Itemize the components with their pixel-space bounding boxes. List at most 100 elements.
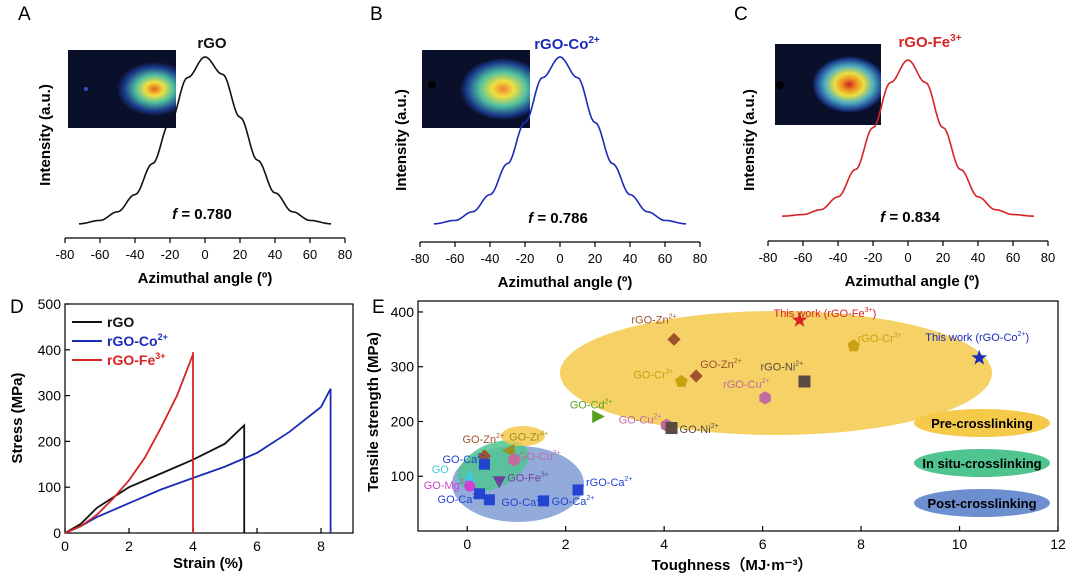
panel-letter-b: B: [370, 4, 383, 25]
x-tick-label: -80: [759, 250, 778, 265]
y-tick-label: 200: [38, 433, 62, 449]
data-point-label-17: GO-Mg2+: [424, 479, 468, 492]
data-point-label-1: This work (rGO-Co2+): [925, 331, 1029, 344]
x-tick-label: 40: [971, 250, 985, 265]
diffraction-pattern-image-c: [775, 44, 881, 125]
region-pre-crosslinking-small: [501, 426, 545, 446]
x-tick-label: 6: [253, 538, 261, 554]
data-point-16: [492, 476, 506, 489]
panel-letter-e: E: [372, 297, 385, 318]
data-point-17: [464, 480, 476, 492]
data-point-13: [478, 458, 490, 470]
stress-strain-line-2: [64, 352, 194, 534]
x-tick-label: -20: [864, 250, 883, 265]
data-point-21: [572, 484, 584, 496]
data-point-label-0: This work (rGO-Fe3+): [774, 307, 877, 320]
data-point-19: [483, 494, 495, 506]
y-axis-label-d: Stress (MPa): [9, 373, 26, 464]
x-tick-label: 60: [658, 251, 672, 266]
data-point-label-12: GO-Zr4+: [509, 431, 548, 444]
data-point-label-5: rGO-Cr3+: [858, 332, 902, 345]
x-tick-label: 60: [303, 247, 317, 262]
panel-c: C -80 -60 -40 -20 0 20 40 60 80 Azimuthal angle …: [734, 4, 1055, 290]
x-tick-label: 60: [1006, 250, 1020, 265]
stress-strain-curves: [64, 352, 332, 534]
data-point-5: [847, 339, 860, 352]
x-tick-label: 80: [693, 251, 707, 266]
x-tick-label: 0: [904, 250, 911, 265]
y-axis-label-b: Intensity (a.u.): [393, 89, 410, 191]
orientation-factor-c: f = 0.834: [880, 209, 940, 226]
beam-stop-c: [776, 81, 784, 89]
x-tick-label: 4: [660, 536, 668, 552]
panel-e: E 0 2 4 6 8 10 12 100 200 300 400 This work (rGO-F…: [365, 297, 1066, 574]
data-point-label-9: GO-Cu2+: [619, 413, 662, 426]
x-tick-label: 0: [61, 538, 69, 554]
scatter-points: This work (rGO-Fe3+) This work (rGO-Co2+)…: [424, 307, 1029, 509]
region-pre-crosslinking: [560, 311, 992, 435]
data-point-label-11: GO-Zn2+: [462, 433, 504, 446]
panel-b: B -80 -60 -40 -20 0 20 40 60 80 Azimuthal angle …: [370, 4, 707, 291]
data-point-label-20: GO-Ca2+: [552, 495, 595, 508]
plot-frame-e: [417, 300, 1059, 532]
x-ticks-a: -80 -60 -40 -20 0 20 40 60 80: [56, 238, 352, 262]
x-tick-label: 2: [562, 536, 570, 552]
x-tick-label: 20: [233, 247, 247, 262]
x-tick-label: 8: [857, 536, 865, 552]
x-ticks-b: -80 -60 -40 -20 0 20 40 60 80: [411, 242, 707, 266]
x-tick-label: -60: [794, 250, 813, 265]
data-point-label-13: GO-Ca2+: [442, 453, 485, 466]
legend-label-2: rGO-Fe3+: [107, 351, 166, 368]
x-tick-label: -40: [481, 251, 500, 266]
x-axis-label-e: Toughness（MJ·m⁻³）: [652, 556, 813, 574]
panel-letter-d: D: [10, 297, 24, 318]
data-point-half-6: [798, 376, 810, 382]
data-point-label-3: GO-Zn2+: [700, 358, 742, 371]
x-tick-label: 2: [125, 538, 133, 554]
x-tick-label: 6: [759, 536, 767, 552]
panel-a: A -80 -60 -40 -20 0 20 40 60 80 Azimuthal angle …: [18, 4, 352, 287]
plot-frame-d: [64, 303, 354, 534]
y-tick-label: 0: [53, 525, 61, 541]
legend-label-in-situ: In situ-crosslinking: [922, 456, 1041, 471]
orientation-factor-a: f = 0.780: [172, 206, 232, 223]
legend-label-pre: Pre-crosslinking: [931, 416, 1033, 431]
y-axis-label-a: Intensity (a.u.): [37, 84, 54, 186]
y-tick-label: 300: [38, 388, 62, 404]
y-tick-label: 100: [38, 479, 62, 495]
x-tick-label: 80: [338, 247, 352, 262]
beam-stop-b: [428, 81, 436, 89]
x-tick-label: -40: [829, 250, 848, 265]
intensity-curve-b: [434, 56, 686, 225]
data-point-0: [791, 311, 808, 327]
x-tick-label: -60: [446, 251, 465, 266]
x-tick-label: 12: [1050, 536, 1066, 552]
axis-ticks-d: 0 2 4 6 8 0 100 200 300 400 500: [38, 296, 325, 554]
panel-title-a: rGO: [197, 35, 227, 52]
panel-title-b: rGO-Co2+: [534, 35, 600, 53]
x-ticks-c: -80 -60 -40 -20 0 20 40 60 80: [759, 241, 1055, 265]
legend-label-post: Post-crosslinking: [927, 496, 1036, 511]
x-tick-label: 8: [317, 538, 325, 554]
panel-title-c: rGO-Fe3+: [898, 33, 961, 51]
data-point-7: [759, 391, 771, 405]
x-axis-label-c: Azimuthal angle (º): [845, 273, 980, 290]
x-tick-label: -20: [516, 251, 535, 266]
data-point-15: [463, 469, 477, 482]
y-tick-label: 200: [391, 413, 415, 429]
x-axis-label-b: Azimuthal angle (º): [498, 274, 633, 291]
data-point-label-8: GO-Cd2+: [570, 399, 613, 412]
x-tick-label: 40: [623, 251, 637, 266]
x-tick-label: 10: [952, 536, 968, 552]
data-point-label-15: GO: [432, 464, 450, 476]
x-tick-label: 80: [1041, 250, 1055, 265]
legend-swatch-post: [914, 489, 1050, 517]
legend-label-0: rGO: [107, 314, 134, 330]
x-tick-label: -80: [56, 247, 75, 262]
x-tick-label: -20: [161, 247, 180, 262]
intensity-curve-a: [79, 56, 331, 225]
data-point-label-21: rGO-Ca2+: [586, 476, 632, 489]
data-point-label-4: GO-Cr3+: [633, 369, 673, 382]
panel-letter-a: A: [18, 4, 31, 25]
